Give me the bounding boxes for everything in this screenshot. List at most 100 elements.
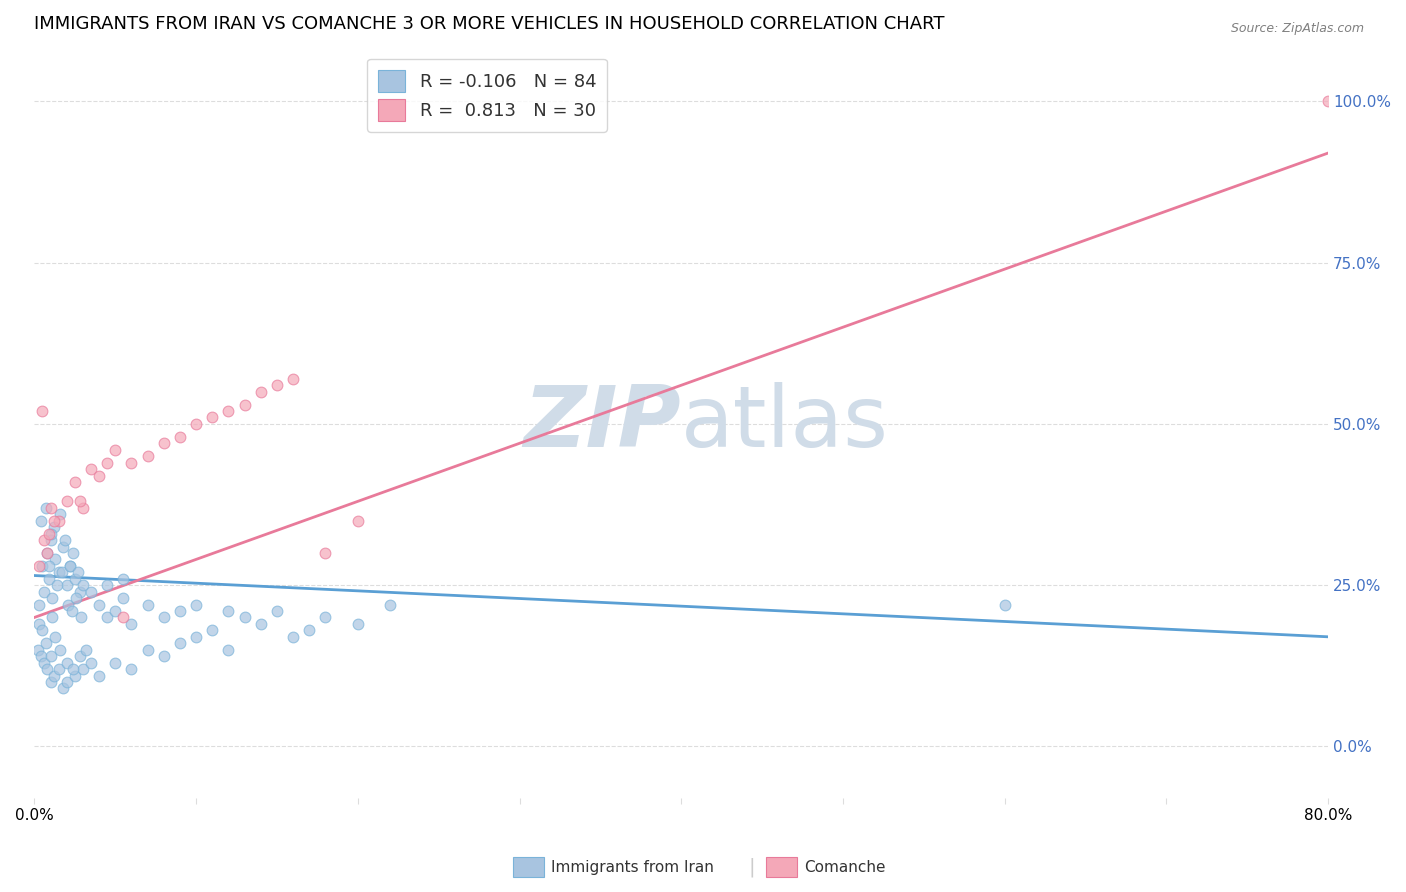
Point [49, 642, 72, 657]
Point [217, 404, 239, 418]
Point [37, 662, 59, 676]
Point [58, 598, 80, 612]
Point [38, 526, 60, 541]
Point [120, 662, 142, 676]
Point [1317, 95, 1340, 109]
Point [249, 384, 271, 399]
Point [38, 558, 60, 573]
Point [51, 566, 73, 580]
Point [112, 610, 135, 624]
Point [42, 514, 65, 528]
Point [378, 598, 401, 612]
Point [994, 598, 1017, 612]
Point [266, 378, 288, 392]
Point [104, 442, 127, 457]
Point [80, 462, 103, 476]
Point [120, 616, 142, 631]
Text: |: | [749, 857, 755, 877]
Point [69, 494, 91, 508]
Text: IMMIGRANTS FROM IRAN VS COMANCHE 3 OR MORE VEHICLES IN HOUSEHOLD CORRELATION CHA: IMMIGRANTS FROM IRAN VS COMANCHE 3 OR MO… [34, 15, 945, 33]
Point [201, 624, 224, 638]
Point [87, 598, 110, 612]
Point [63, 668, 86, 682]
Point [72, 578, 94, 592]
Point [96, 610, 118, 624]
Point [104, 656, 127, 670]
Point [41, 610, 63, 624]
Point [69, 584, 91, 599]
Point [35, 500, 58, 515]
Point [314, 610, 336, 624]
Point [281, 372, 304, 386]
Point [28, 598, 51, 612]
Point [35, 636, 58, 650]
Point [41, 591, 63, 606]
Point [152, 436, 174, 450]
Point [52, 681, 75, 696]
Point [217, 604, 239, 618]
Point [184, 630, 207, 644]
Point [31, 404, 53, 418]
Point [346, 514, 368, 528]
Point [136, 642, 159, 657]
Point [152, 649, 174, 664]
Point [65, 591, 87, 606]
Point [32, 584, 55, 599]
Point [37, 546, 59, 560]
Point [80, 584, 103, 599]
Point [46, 578, 69, 592]
Legend: R = -0.106   N = 84, R =  0.813   N = 30: R = -0.106 N = 84, R = 0.813 N = 30 [367, 59, 607, 132]
Point [39, 526, 62, 541]
Point [39, 533, 62, 547]
Point [38, 572, 60, 586]
Point [48, 662, 70, 676]
Point [62, 662, 84, 676]
Point [314, 546, 336, 560]
Point [217, 642, 239, 657]
Point [48, 514, 70, 528]
Point [184, 598, 207, 612]
Point [28, 616, 51, 631]
Point [39, 649, 62, 664]
Point [48, 566, 70, 580]
Point [42, 668, 65, 682]
Point [52, 540, 75, 554]
Point [55, 578, 77, 592]
Point [28, 558, 51, 573]
Text: ZIP: ZIP [523, 383, 682, 466]
Point [87, 468, 110, 483]
Point [62, 546, 84, 560]
Point [152, 610, 174, 624]
Point [67, 566, 90, 580]
Point [59, 558, 82, 573]
Point [281, 630, 304, 644]
Point [49, 508, 72, 522]
Point [39, 675, 62, 690]
Point [136, 449, 159, 463]
Point [233, 610, 256, 624]
Point [32, 533, 55, 547]
Point [112, 591, 135, 606]
Point [39, 500, 62, 515]
Point [184, 417, 207, 431]
Point [44, 552, 66, 566]
Point [87, 668, 110, 682]
Point [104, 604, 127, 618]
Point [31, 558, 53, 573]
Point [27, 642, 49, 657]
Point [63, 475, 86, 489]
Point [112, 572, 135, 586]
Point [169, 636, 191, 650]
Point [75, 642, 97, 657]
Point [55, 494, 77, 508]
Point [169, 604, 191, 618]
Point [120, 456, 142, 470]
Point [169, 430, 191, 444]
Point [37, 546, 59, 560]
Text: Immigrants from Iran: Immigrants from Iran [551, 860, 714, 874]
Point [63, 572, 86, 586]
Point [72, 500, 94, 515]
Text: Source: ZipAtlas.com: Source: ZipAtlas.com [1230, 22, 1364, 36]
Point [298, 624, 321, 638]
Point [72, 662, 94, 676]
